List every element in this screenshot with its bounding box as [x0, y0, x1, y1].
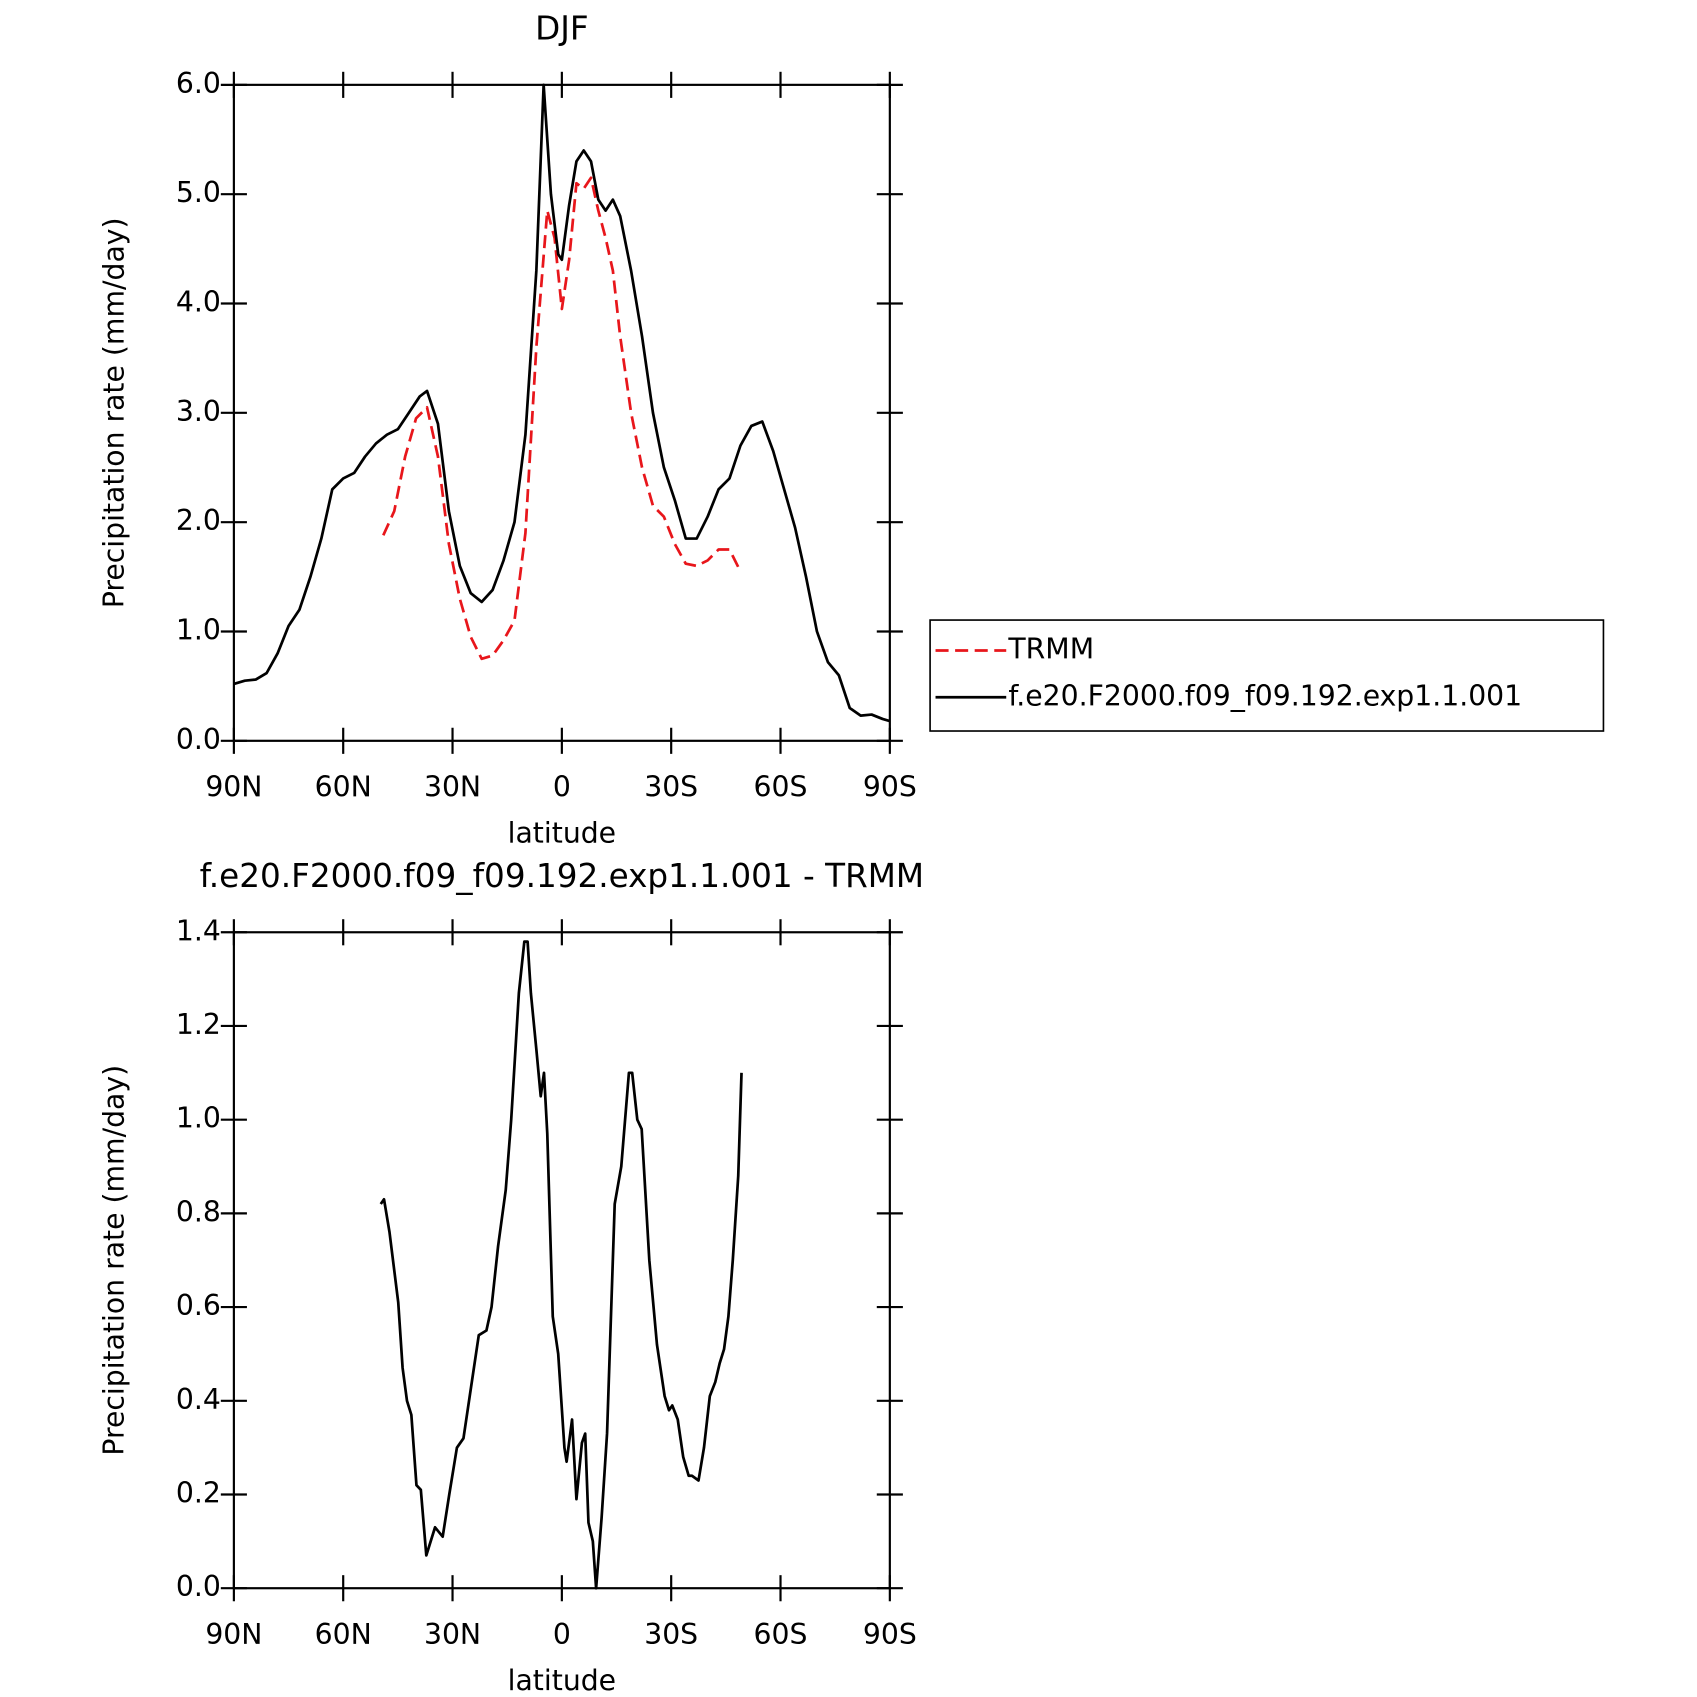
legend-label: TRMM	[1007, 633, 1094, 666]
x-tick-label: 90N	[205, 1618, 262, 1651]
y-tick-label: 1.4	[176, 914, 221, 947]
y-tick-label: 0.2	[176, 1477, 221, 1510]
x-axis-label: latitude	[508, 816, 616, 849]
y-tick-label: 0.4	[176, 1383, 221, 1416]
data-line	[379, 940, 743, 1590]
y-tick-label: 3.0	[176, 395, 221, 428]
y-tick-label: 1.2	[176, 1008, 221, 1041]
y-axis-label: Precipitation rate (mm/day)	[97, 217, 130, 608]
x-tick-label: 90S	[863, 1618, 917, 1651]
data-line	[382, 176, 742, 661]
x-tick-label: 0	[553, 1618, 571, 1651]
x-tick-label: 90N	[205, 771, 262, 804]
chart-title: f.e20.F2000.f09_f09.192.exp1.1.001 - TRM…	[200, 857, 924, 895]
y-tick-label: 0.0	[176, 723, 221, 756]
x-tick-label: 30N	[424, 1618, 481, 1651]
y-axis-label: Precipitation rate (mm/day)	[97, 1065, 130, 1456]
legend-label: f.e20.F2000.f09_f09.192.exp1.1.001	[1008, 679, 1522, 712]
data-line	[233, 83, 891, 723]
y-tick-label: 2.0	[176, 504, 221, 537]
y-tick-label: 0.8	[176, 1195, 221, 1228]
x-tick-label: 60N	[315, 1618, 372, 1651]
x-tick-label: 30S	[644, 771, 698, 804]
x-tick-label: 60N	[315, 771, 372, 804]
y-tick-label: 1.0	[176, 613, 221, 646]
y-tick-label: 6.0	[176, 67, 221, 100]
y-tick-label: 0.0	[176, 1570, 221, 1603]
chart-title: DJF	[535, 9, 589, 47]
x-axis-label: latitude	[508, 1664, 616, 1697]
plot-frame	[232, 931, 891, 1590]
y-tick-label: 0.6	[176, 1289, 221, 1322]
y-tick-label: 1.0	[176, 1102, 221, 1135]
y-tick-label: 5.0	[176, 176, 221, 209]
x-tick-label: 0	[553, 771, 571, 804]
x-tick-label: 60S	[754, 771, 808, 804]
x-tick-label: 60S	[754, 1618, 808, 1651]
x-tick-label: 30N	[424, 771, 481, 804]
x-tick-label: 30S	[644, 1618, 698, 1651]
y-tick-label: 4.0	[176, 286, 221, 319]
plot-frame	[232, 83, 891, 742]
x-tick-label: 90S	[863, 771, 917, 804]
legend-box	[929, 619, 1605, 732]
